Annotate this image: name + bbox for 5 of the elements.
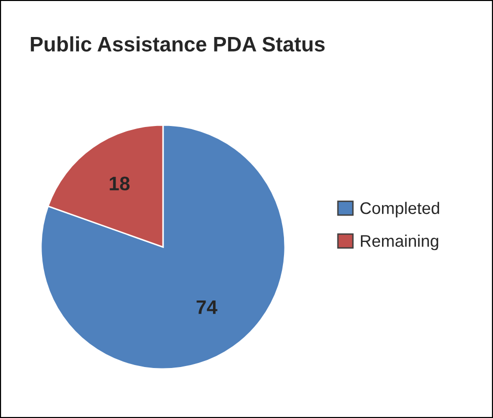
- data-label: 74: [196, 300, 218, 314]
- legend-label: Remaining: [360, 234, 438, 250]
- chart-title: Public Assistance PDA Status: [30, 36, 325, 52]
- legend-label: Completed: [360, 202, 440, 218]
- data-label: 18: [110, 176, 130, 190]
